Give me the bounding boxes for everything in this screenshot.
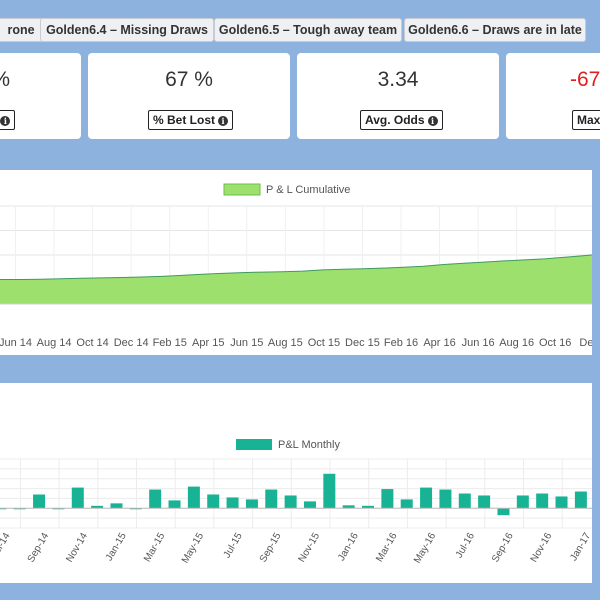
bar	[574, 491, 587, 509]
x-tick-label: Jul-14	[0, 531, 13, 560]
cumulative-area-chart: P & L Cumulative Jun 14 Aug 14 Oct 14 Dec 1…	[0, 183, 600, 349]
info-icon: i	[427, 116, 438, 126]
bar	[284, 495, 297, 509]
x-tick-label: Nov-14	[64, 531, 90, 565]
bar	[381, 489, 394, 509]
stat-value: %	[0, 68, 10, 92]
bar	[555, 496, 568, 509]
bar	[362, 505, 375, 509]
x-tick-label: Jun 16	[462, 337, 495, 349]
monthly-chart-panel: P&L Monthly Jul-14 Sep-14 Nov-14 Jan-15 Mar-…	[0, 383, 600, 583]
x-tick-label: Dec 1	[579, 337, 592, 349]
x-tick-label: Aug 15	[268, 337, 303, 349]
legend-swatch	[236, 439, 272, 450]
stat-value: 3.34	[377, 68, 419, 91]
bar	[458, 493, 471, 509]
x-tick-label: Apr 15	[192, 337, 224, 349]
bar	[516, 495, 529, 509]
stat-card-max: -67 Maxi	[506, 53, 600, 139]
bar	[536, 493, 549, 509]
bar	[400, 499, 413, 509]
bar	[207, 494, 220, 509]
bar	[245, 499, 258, 509]
x-tick-label: Mar-15	[142, 531, 168, 564]
stat-label-button[interactable]: Maxi	[572, 110, 600, 130]
stat-card-avg-odds: 3.34 Avg. Odds i	[297, 53, 499, 139]
tab-golden-6-4[interactable]: Golden6.4 – Missing Draws	[40, 18, 214, 42]
stat-label: % Bet Lost	[153, 113, 216, 127]
x-tick-label: Feb 15	[153, 337, 187, 349]
legend-swatch	[223, 183, 261, 196]
x-tick-label: May-16	[412, 531, 438, 566]
bar	[91, 505, 104, 509]
x-tick-label: Jan-16	[336, 531, 361, 563]
x-tick-label: Nov-16	[529, 531, 555, 565]
x-tick-label: Sep-16	[490, 531, 516, 565]
stat-label-button[interactable]: Avg. Odds i	[360, 110, 443, 130]
stat-card-win: % ni	[0, 53, 81, 139]
stat-value: -67	[570, 68, 600, 91]
stat-card-bet-lost: 67 % % Bet Lost i	[88, 53, 290, 139]
info-icon: i	[218, 116, 229, 126]
bar	[110, 503, 123, 509]
x-tick-label: Oct 15	[308, 337, 340, 349]
tab-golden-6-6[interactable]: Golden6.6 – Draws are in late	[404, 18, 586, 42]
x-tick-label: Dec 15	[345, 337, 380, 349]
stat-value: 67 %	[165, 68, 213, 91]
x-tick-label: Sep-14	[26, 531, 52, 565]
x-tick-label: Jun 15	[230, 337, 263, 349]
x-tick-label: Oct 16	[539, 337, 571, 349]
strategy-tabs: rone Golden6.4 – Missing Draws Golden6.5…	[0, 15, 600, 45]
x-tick-label: May-15	[180, 531, 206, 566]
legend-label: P & L Cumulative	[266, 184, 350, 196]
bar	[187, 486, 200, 509]
info-icon: i	[0, 116, 11, 126]
stat-label-button[interactable]: % Bet Lost i	[148, 110, 234, 130]
bar	[168, 500, 181, 509]
legend-label: P&L Monthly	[278, 439, 340, 451]
bar	[71, 487, 84, 509]
x-tick-label: Oct 14	[76, 337, 108, 349]
bar	[439, 489, 452, 509]
bar	[149, 489, 162, 509]
cumulative-chart-panel: P & L Cumulative Jun 14 Aug 14 Oct 14 Dec 1…	[0, 170, 600, 355]
x-tick-label: Jun 14	[0, 337, 32, 349]
x-tick-label: Mar-16	[374, 531, 400, 564]
bar	[478, 495, 491, 509]
bar	[342, 505, 355, 509]
stat-label-button[interactable]: ni	[0, 110, 16, 130]
area-fill	[0, 254, 600, 304]
bar	[33, 494, 46, 509]
bar	[226, 497, 239, 509]
x-tick-label: Jan-15	[104, 531, 129, 563]
bar	[323, 473, 336, 509]
x-tick-label: Nov-15	[297, 531, 323, 565]
bar	[420, 487, 433, 509]
x-tick-label: Feb 16	[384, 337, 418, 349]
x-tick-label: Aug 14	[37, 337, 72, 349]
tab-golden-6-5[interactable]: Golden6.5 – Tough away team	[214, 18, 402, 42]
x-tick-label: Aug 16	[499, 337, 534, 349]
x-tick-label: Apr 16	[423, 337, 455, 349]
stat-label: Max	[577, 113, 600, 127]
x-tick-label: Jan-17	[568, 531, 592, 563]
area-line	[0, 253, 600, 280]
x-tick-label: Dec 14	[114, 337, 149, 349]
stat-label: Avg. Odds	[365, 113, 425, 127]
bar	[303, 501, 316, 509]
x-tick-label: Jul-16	[454, 531, 477, 560]
bar	[265, 489, 278, 509]
bar	[497, 508, 510, 516]
x-tick-label: Sep-15	[258, 531, 284, 565]
x-tick-label: Jul-15	[222, 531, 245, 560]
monthly-bar-chart: P&L Monthly Jul-14 Sep-14 Nov-14 Jan-15 Mar-…	[0, 439, 600, 566]
